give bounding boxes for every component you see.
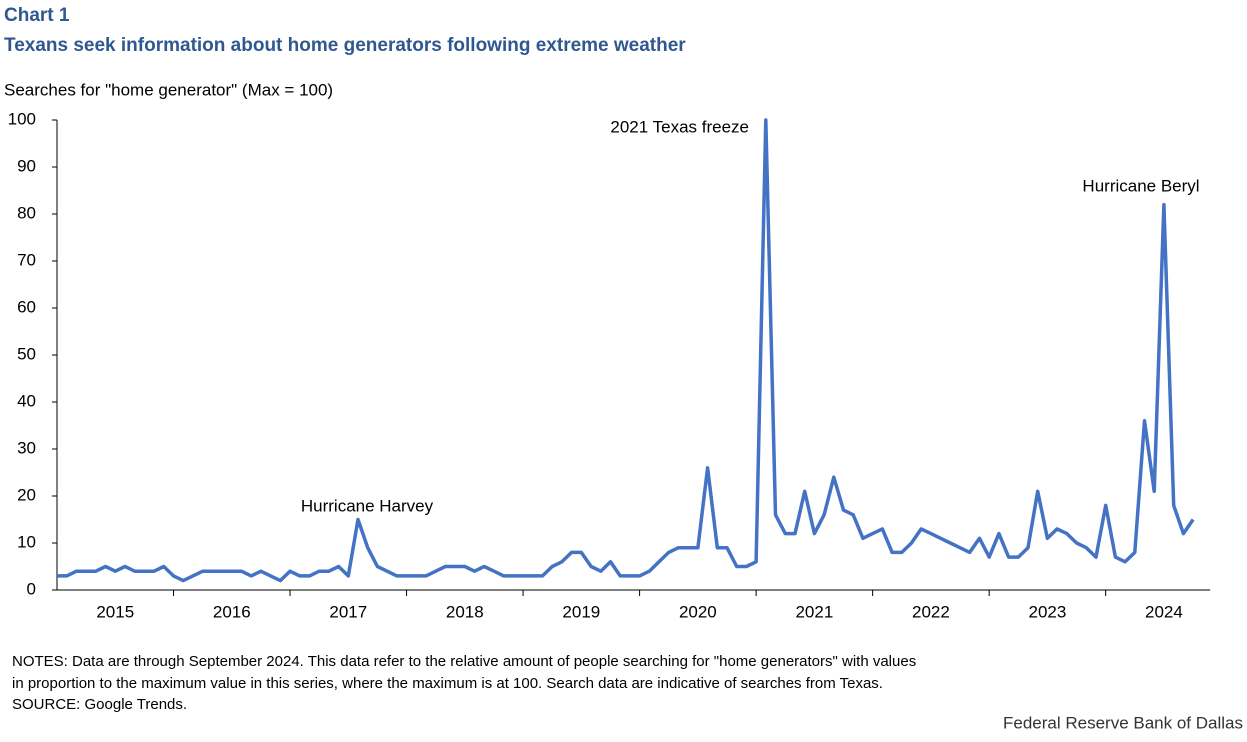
footer: Federal Reserve Bank of Dallas bbox=[1003, 713, 1243, 732]
annotation: 2021 Texas freeze bbox=[610, 117, 749, 136]
note-line: in proportion to the maximum value in th… bbox=[12, 675, 883, 692]
y-tick-label: 90 bbox=[17, 156, 36, 175]
chart-title: Texans seek information about home gener… bbox=[4, 35, 686, 56]
y-tick-label: 70 bbox=[17, 250, 36, 269]
note-line: NOTES: Data are through September 2024. … bbox=[12, 653, 916, 670]
y-tick-label: 10 bbox=[17, 532, 36, 551]
x-tick-label: 2024 bbox=[1145, 602, 1183, 621]
annotation: Hurricane Harvey bbox=[301, 496, 434, 515]
x-tick-label: 2018 bbox=[446, 602, 484, 621]
x-tick-label: 2023 bbox=[1029, 602, 1067, 621]
y-tick-label: 40 bbox=[17, 391, 36, 410]
x-tick-label: 2017 bbox=[329, 602, 367, 621]
x-tick-label: 2022 bbox=[912, 602, 950, 621]
y-tick-label: 100 bbox=[8, 109, 36, 128]
y-tick-label: 0 bbox=[27, 579, 36, 598]
x-tick-label: 2021 bbox=[795, 602, 833, 621]
y-tick-label: 50 bbox=[17, 344, 36, 363]
y-axis-label: Searches for "home generator" (Max = 100… bbox=[4, 80, 333, 99]
y-tick-label: 60 bbox=[17, 297, 36, 316]
note-line: SOURCE: Google Trends. bbox=[12, 696, 187, 713]
y-tick-label: 80 bbox=[17, 203, 36, 222]
x-tick-label: 2020 bbox=[679, 602, 717, 621]
series-line bbox=[57, 118, 1195, 583]
x-tick-label: 2019 bbox=[562, 602, 600, 621]
y-tick-label: 20 bbox=[17, 485, 36, 504]
x-tick-label: 2015 bbox=[96, 602, 134, 621]
y-tick-label: 30 bbox=[17, 438, 36, 457]
annotation: Hurricane Beryl bbox=[1082, 176, 1199, 195]
x-tick-label: 2016 bbox=[213, 602, 251, 621]
chart-label: Chart 1 bbox=[4, 5, 70, 26]
